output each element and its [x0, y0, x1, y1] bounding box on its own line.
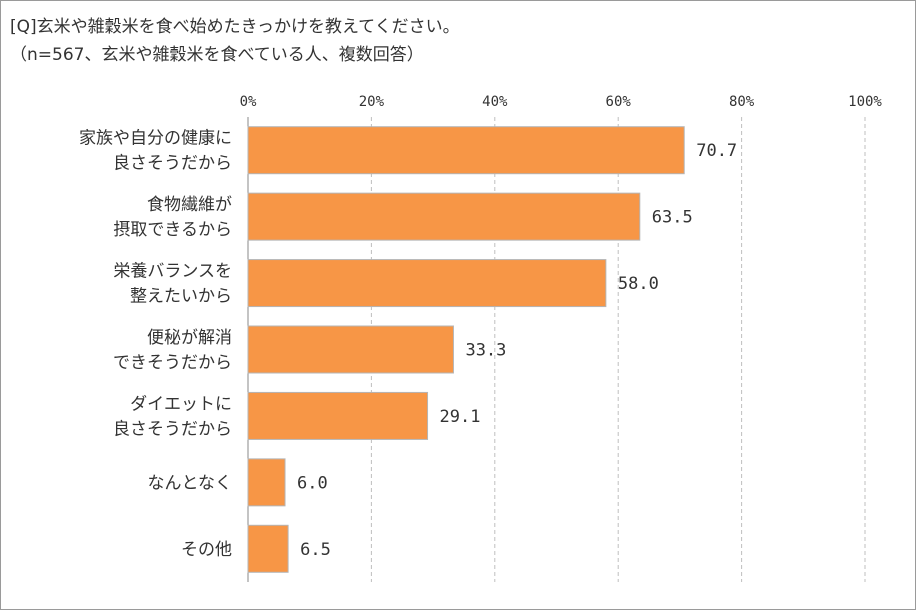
- bar-2: [247, 259, 607, 308]
- data-label: 70.7: [696, 141, 737, 161]
- data-label: 6.5: [300, 540, 331, 560]
- category-label: 食物繊維が: [147, 195, 232, 215]
- bar-1: [247, 192, 641, 241]
- bar-6: [247, 524, 289, 573]
- category-label: 便秘が解消: [147, 328, 232, 348]
- bar-0: [247, 126, 685, 175]
- category-label: できそうだから: [113, 353, 232, 373]
- category-label: 摂取できるから: [113, 220, 232, 240]
- category-label: なんとなく: [148, 473, 233, 493]
- x-tick-label: 20%: [359, 94, 385, 110]
- x-tick-label: 80%: [729, 94, 755, 110]
- chart-subtitle: （n=567、玄米や雑穀米を食べている人、複数回答）: [10, 45, 424, 65]
- data-label: 33.3: [465, 341, 506, 361]
- category-label: 栄養バランスを: [113, 262, 232, 282]
- data-label: 29.1: [440, 407, 481, 427]
- category-label: 良さそうだから: [113, 419, 232, 439]
- chart-title: [Q]玄米や雑穀米を食べ始めたきっかけを教えてください。: [10, 17, 460, 37]
- category-label: 家族や自分の健康に: [79, 129, 232, 149]
- x-tick-label: 100%: [848, 94, 882, 110]
- category-label: 整えたいから: [130, 287, 232, 307]
- data-label: 58.0: [618, 274, 659, 294]
- x-tick-label: 0%: [240, 94, 257, 110]
- category-label: 良さそうだから: [113, 154, 232, 174]
- data-label: 63.5: [652, 208, 693, 228]
- x-tick-label: 40%: [482, 94, 508, 110]
- category-label: ダイエットに: [130, 394, 232, 414]
- x-tick-label: 60%: [606, 94, 632, 110]
- bar-4: [247, 391, 429, 440]
- category-label: その他: [181, 540, 232, 560]
- bar-5: [247, 458, 286, 507]
- data-label: 6.0: [297, 473, 328, 493]
- bar-3: [247, 325, 454, 374]
